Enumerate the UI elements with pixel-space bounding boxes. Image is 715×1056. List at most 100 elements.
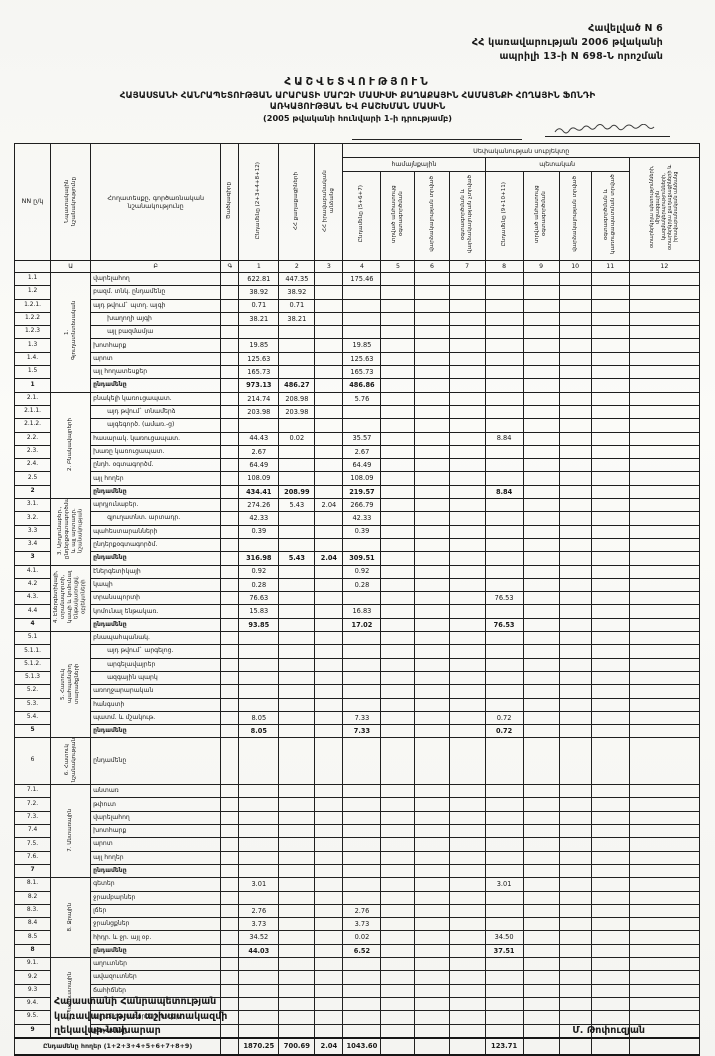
land-type-label: ընդամենը xyxy=(90,484,222,500)
value-col-1: 42.33 xyxy=(238,511,280,526)
value-col-8 xyxy=(484,444,524,460)
value-col-9 xyxy=(522,537,560,553)
column-letter: 1 xyxy=(238,260,280,273)
value-col-11 xyxy=(590,444,630,460)
value-col-12 xyxy=(628,850,701,865)
value-col-10 xyxy=(558,837,592,852)
section-label-text: 1. Գյուղատնտեսական xyxy=(63,300,77,360)
grand-value-col-9 xyxy=(522,1036,560,1056)
value-col-1 xyxy=(238,631,280,646)
code-cell xyxy=(220,591,240,606)
value-col-8 xyxy=(484,471,524,486)
code-cell xyxy=(220,351,240,367)
value-col-12 xyxy=(628,644,701,659)
value-col-12 xyxy=(628,797,701,812)
table-row: 7.1. 7. Անտառային անտառ xyxy=(13,784,701,879)
value-col-1: 93.85 xyxy=(238,617,280,633)
row-number: 4.3. xyxy=(13,591,52,606)
value-col-6 xyxy=(414,684,450,699)
value-col-2: 0.02 xyxy=(278,431,316,446)
value-col-10 xyxy=(558,737,592,786)
value-col-10 xyxy=(558,311,592,327)
value-col-1 xyxy=(238,957,280,972)
value-col-12 xyxy=(628,498,701,513)
table-header: NN ը/կ Նպատակային նշանակությունը Հողատես… xyxy=(13,143,701,273)
value-col-4 xyxy=(342,325,382,340)
land-type-label: հասարակ. կառուցապատ. xyxy=(90,431,222,446)
column-letter: 8 xyxy=(484,260,524,273)
grand-value-col-6 xyxy=(414,1036,450,1056)
value-col-9 xyxy=(522,970,560,985)
value-col-9 xyxy=(522,903,560,919)
value-col-10 xyxy=(558,930,592,945)
table-row: 2.1.2. այգեգործ. (ամառ.-ց) xyxy=(13,418,701,433)
value-col-1: 3.73 xyxy=(238,917,280,932)
value-col-2 xyxy=(278,810,316,826)
row-number: 2.1.2. xyxy=(13,418,52,433)
row-number: 1 xyxy=(13,378,52,393)
value-col-5 xyxy=(380,391,416,406)
header-c7: օգտագործման և վարձակալության չտրված xyxy=(448,171,486,261)
land-type-label: առողջարարական xyxy=(90,684,222,699)
value-col-9 xyxy=(522,710,560,726)
code-cell xyxy=(220,524,240,539)
section-label-text: 5. Հատուկ պահպանվող տարածքների xyxy=(60,663,80,705)
value-col-2 xyxy=(278,943,316,959)
value-col-8 xyxy=(484,325,524,340)
header-ownership-subject: Սեփականության սուբյեկտը xyxy=(342,143,700,158)
land-type-label: հանգստի xyxy=(90,697,222,712)
value-col-11 xyxy=(590,917,630,932)
header-land-type: Հողատեսքը, գործառնական նշանակությունը xyxy=(90,143,222,261)
header-c8: Ընդամենը (9+10+11) xyxy=(484,171,524,261)
value-col-6 xyxy=(414,930,450,945)
value-col-11 xyxy=(590,877,630,892)
table-row: 7 ընդամենը xyxy=(13,863,701,879)
value-col-6 xyxy=(414,737,450,786)
value-col-9 xyxy=(522,1010,560,1025)
value-col-5 xyxy=(380,957,416,972)
table-row: 5.1.3 ազգային պարկ xyxy=(13,670,701,686)
land-type-label: ավազուտներ xyxy=(90,970,222,985)
value-col-12 xyxy=(628,810,701,826)
value-col-2 xyxy=(278,877,316,892)
value-col-12 xyxy=(628,983,701,998)
value-col-6 xyxy=(414,338,450,353)
value-col-9 xyxy=(522,657,560,672)
value-col-6 xyxy=(414,298,450,313)
value-col-3 xyxy=(314,644,344,659)
value-col-5 xyxy=(380,657,416,672)
signature-block: Հայաստանի Հանրապետության կառավարության ա… xyxy=(54,995,227,1038)
value-col-6 xyxy=(414,810,450,826)
value-col-6 xyxy=(414,837,450,852)
code-cell xyxy=(220,824,240,839)
section-label: 6. Հատուկ նշանակության xyxy=(50,737,92,786)
value-col-4: 219.57 xyxy=(342,484,382,500)
value-col-6 xyxy=(414,498,450,513)
table-row: 5.1.2. արգելավայրեր xyxy=(13,657,701,672)
value-col-11 xyxy=(590,617,630,633)
value-col-8 xyxy=(484,797,524,812)
code-cell xyxy=(220,850,240,865)
land-type-label: արգելավայրեր xyxy=(90,657,222,672)
row-number: 5.3. xyxy=(13,697,52,712)
value-col-11 xyxy=(590,484,630,500)
value-col-6 xyxy=(414,564,450,579)
value-col-7 xyxy=(448,983,486,998)
value-col-5 xyxy=(380,591,416,606)
value-col-7 xyxy=(448,404,486,420)
grand-value-col-11 xyxy=(590,1036,630,1056)
value-col-9 xyxy=(522,471,560,486)
header-c9: տրված անհատույց օգտագործման xyxy=(522,171,560,261)
value-col-2 xyxy=(278,591,316,606)
value-col-9 xyxy=(522,697,560,712)
row-number: 7.4 xyxy=(13,824,52,839)
appendix-block: Հավելված N 6 ՀՀ կառավարության 2006 թվակա… xyxy=(472,22,663,63)
code-cell xyxy=(220,903,240,919)
value-col-6 xyxy=(414,697,450,712)
value-col-4 xyxy=(342,1010,382,1025)
value-col-4 xyxy=(342,784,382,799)
value-col-11 xyxy=(590,271,630,287)
value-col-5 xyxy=(380,1023,416,1039)
value-col-5 xyxy=(380,617,416,633)
land-type-label: ընդերքօգտագործմ. xyxy=(90,537,222,553)
